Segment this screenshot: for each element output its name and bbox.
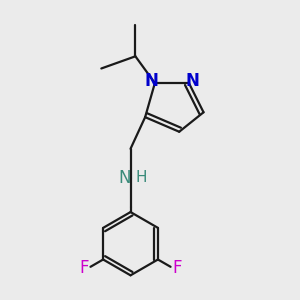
Text: F: F (172, 259, 182, 277)
Text: N: N (186, 72, 200, 90)
Text: H: H (135, 170, 146, 185)
Text: N: N (118, 169, 131, 187)
Text: N: N (144, 72, 158, 90)
Text: F: F (80, 259, 89, 277)
